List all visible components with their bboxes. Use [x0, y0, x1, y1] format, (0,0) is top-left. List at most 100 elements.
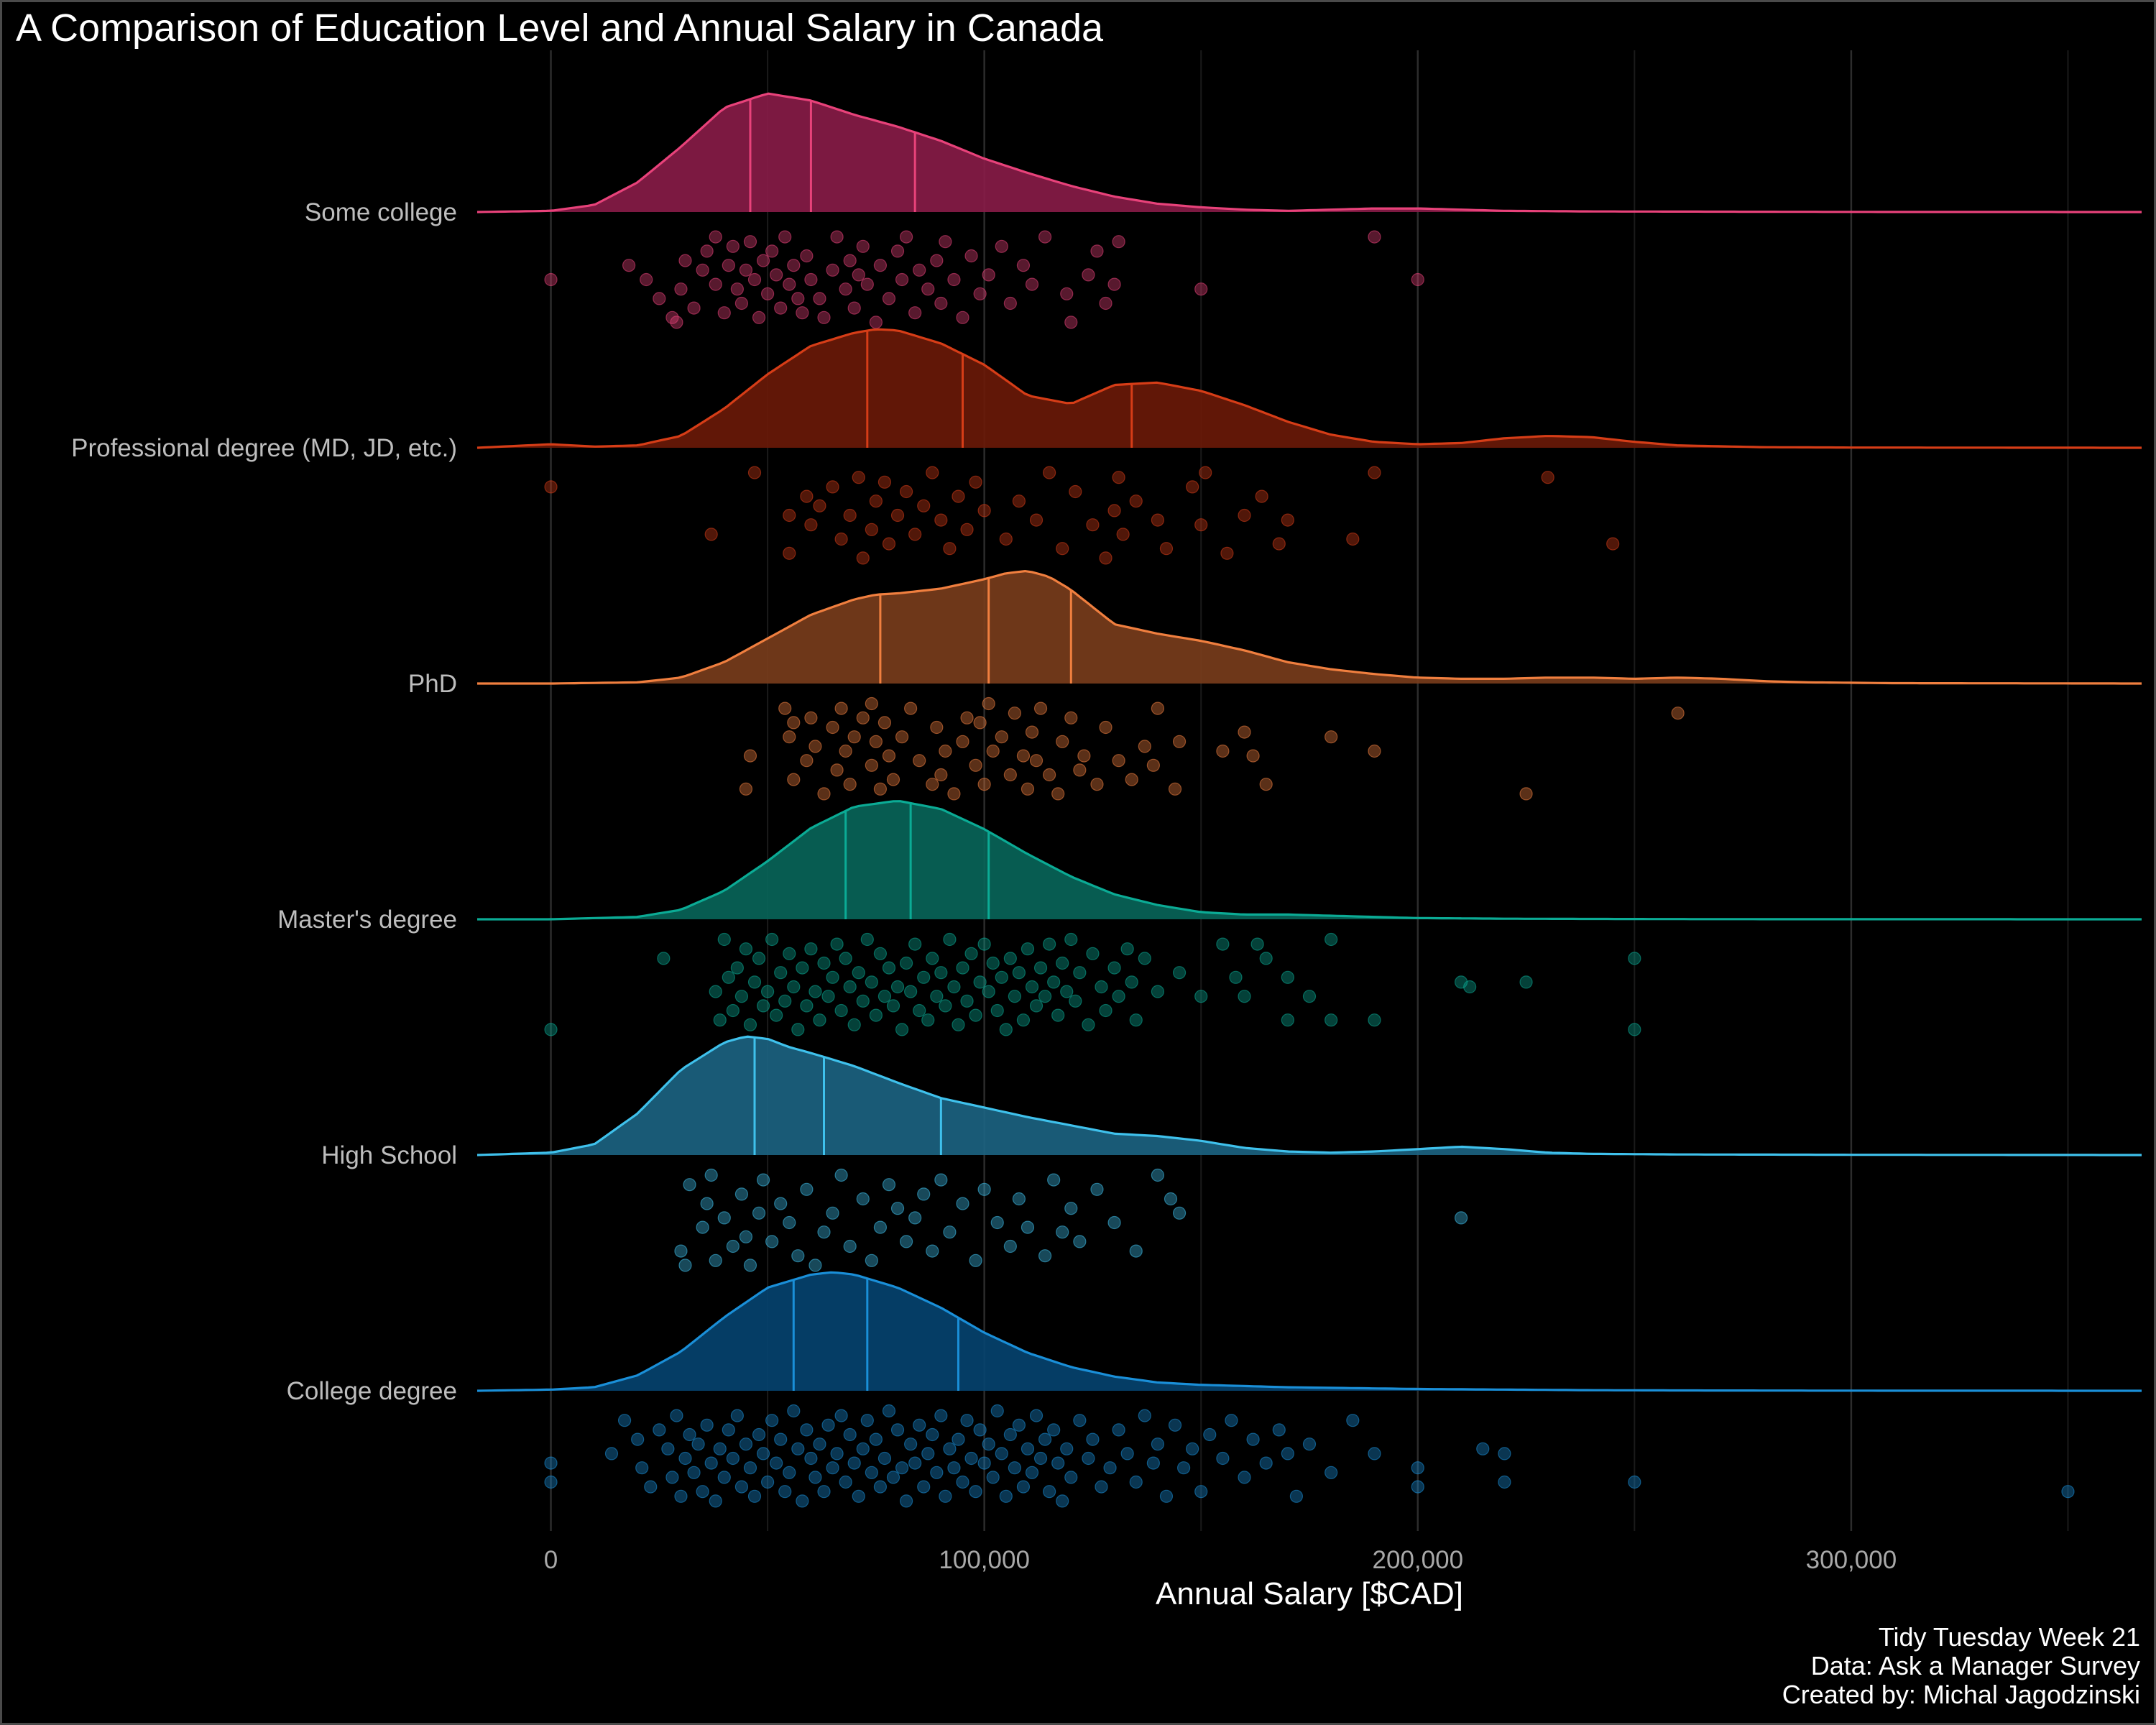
data-point [717, 932, 731, 947]
data-point [544, 1023, 558, 1036]
data-point [783, 1466, 796, 1479]
data-point [1099, 720, 1112, 735]
data-point [700, 244, 714, 258]
data-point [852, 471, 865, 484]
data-point [765, 1414, 779, 1427]
data-point [739, 263, 753, 277]
data-point [839, 282, 852, 296]
data-point [1164, 1192, 1178, 1206]
data-point [1172, 735, 1187, 748]
data-point [678, 254, 692, 267]
data-point [1016, 1013, 1031, 1027]
data-point [982, 985, 995, 998]
caption: Tidy Tuesday Week 21 Data: Ask a Manager… [1782, 1623, 2140, 1709]
data-point [665, 1471, 679, 1484]
data-point [921, 282, 935, 296]
density-line [476, 328, 2142, 449]
data-point [743, 749, 757, 763]
data-point [1138, 952, 1151, 965]
data-point [830, 937, 844, 951]
data-point [1138, 1409, 1151, 1422]
data-point [1129, 1013, 1143, 1027]
data-point [1099, 296, 1112, 310]
data-point [999, 1489, 1013, 1503]
data-point [908, 937, 922, 951]
data-point [1107, 1215, 1121, 1230]
data-point [839, 952, 852, 965]
data-point [1016, 259, 1031, 272]
data-point [804, 1451, 818, 1466]
data-point [1238, 508, 1251, 523]
data-point [743, 1259, 757, 1272]
data-point [739, 782, 753, 796]
data-point [1103, 1461, 1117, 1475]
data-point [752, 1427, 766, 1442]
data-point [1056, 735, 1069, 748]
data-point [873, 259, 888, 272]
data-point [765, 932, 779, 947]
data-point [730, 961, 744, 975]
data-point [1151, 985, 1165, 998]
data-point [752, 1206, 766, 1220]
data-point [1086, 518, 1100, 532]
data-point [709, 277, 722, 291]
data-point [1129, 494, 1143, 508]
data-point [826, 1461, 839, 1475]
data-point [687, 1466, 701, 1479]
data-point [800, 754, 814, 768]
data-point [730, 1409, 744, 1422]
data-point [865, 696, 878, 711]
density-line [476, 92, 2142, 213]
data-point [1146, 1456, 1160, 1470]
data-point [977, 504, 991, 518]
data-point [783, 730, 796, 744]
data-point [800, 1423, 814, 1437]
data-point [860, 932, 874, 947]
caption-line-data-source: Data: Ask a Manager Survey [1810, 1651, 2140, 1680]
data-point [995, 239, 1008, 253]
data-point [1159, 542, 1174, 556]
data-point [847, 1018, 861, 1031]
data-point [847, 1456, 861, 1470]
data-point [704, 1168, 718, 1182]
data-point [670, 1409, 683, 1422]
data-point [678, 1451, 692, 1466]
data-point [1016, 749, 1031, 763]
data-point [917, 1480, 931, 1494]
data-point [709, 1254, 722, 1267]
data-point [774, 1432, 788, 1446]
data-point [1281, 1013, 1294, 1027]
data-point [890, 508, 905, 523]
data-point [877, 475, 892, 489]
data-point [895, 730, 909, 744]
data-point [730, 282, 744, 296]
data-point [1060, 287, 1074, 300]
data-point [674, 282, 688, 296]
data-point [947, 272, 961, 287]
data-point [1025, 1466, 1039, 1479]
data-point [956, 961, 969, 975]
data-point [964, 947, 978, 960]
data-point [1628, 1023, 1641, 1036]
data-point [934, 768, 948, 782]
data-point [1368, 744, 1381, 758]
data-point [774, 966, 788, 980]
data-point [800, 999, 814, 1013]
data-point [934, 1409, 948, 1422]
data-point [860, 277, 874, 291]
data-point [869, 494, 883, 508]
data-point [1056, 1225, 1069, 1239]
data-point [1454, 1211, 1468, 1225]
data-point [982, 696, 995, 711]
density-line [476, 1035, 2142, 1156]
data-point [1073, 1235, 1087, 1248]
data-point [995, 970, 1008, 984]
data-point [1216, 744, 1230, 758]
data-point [956, 310, 969, 324]
data-point [722, 970, 735, 984]
data-point [544, 480, 558, 494]
data-point [765, 1235, 779, 1248]
data-point [969, 1485, 982, 1499]
data-point [657, 952, 671, 965]
